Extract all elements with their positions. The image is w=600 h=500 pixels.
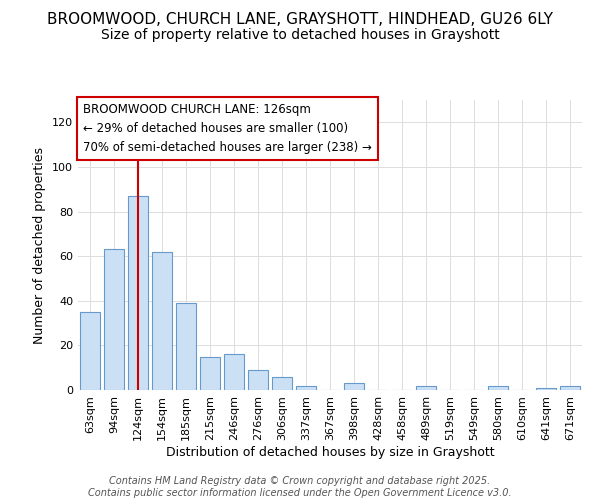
Bar <box>200 356 220 390</box>
Bar <box>80 312 100 390</box>
Bar <box>104 250 124 390</box>
Bar <box>344 384 364 390</box>
Y-axis label: Number of detached properties: Number of detached properties <box>34 146 46 344</box>
Text: Contains HM Land Registry data © Crown copyright and database right 2025.
Contai: Contains HM Land Registry data © Crown c… <box>88 476 512 498</box>
Bar <box>128 196 148 390</box>
Text: Size of property relative to detached houses in Grayshott: Size of property relative to detached ho… <box>101 28 499 42</box>
Bar <box>272 376 292 390</box>
Text: BROOMWOOD CHURCH LANE: 126sqm
← 29% of detached houses are smaller (100)
70% of : BROOMWOOD CHURCH LANE: 126sqm ← 29% of d… <box>83 103 372 154</box>
Bar <box>176 303 196 390</box>
Bar <box>536 388 556 390</box>
Bar <box>296 386 316 390</box>
Bar <box>248 370 268 390</box>
Bar <box>152 252 172 390</box>
Bar <box>224 354 244 390</box>
X-axis label: Distribution of detached houses by size in Grayshott: Distribution of detached houses by size … <box>166 446 494 458</box>
Bar <box>416 386 436 390</box>
Bar <box>488 386 508 390</box>
Text: BROOMWOOD, CHURCH LANE, GRAYSHOTT, HINDHEAD, GU26 6LY: BROOMWOOD, CHURCH LANE, GRAYSHOTT, HINDH… <box>47 12 553 28</box>
Bar <box>560 386 580 390</box>
